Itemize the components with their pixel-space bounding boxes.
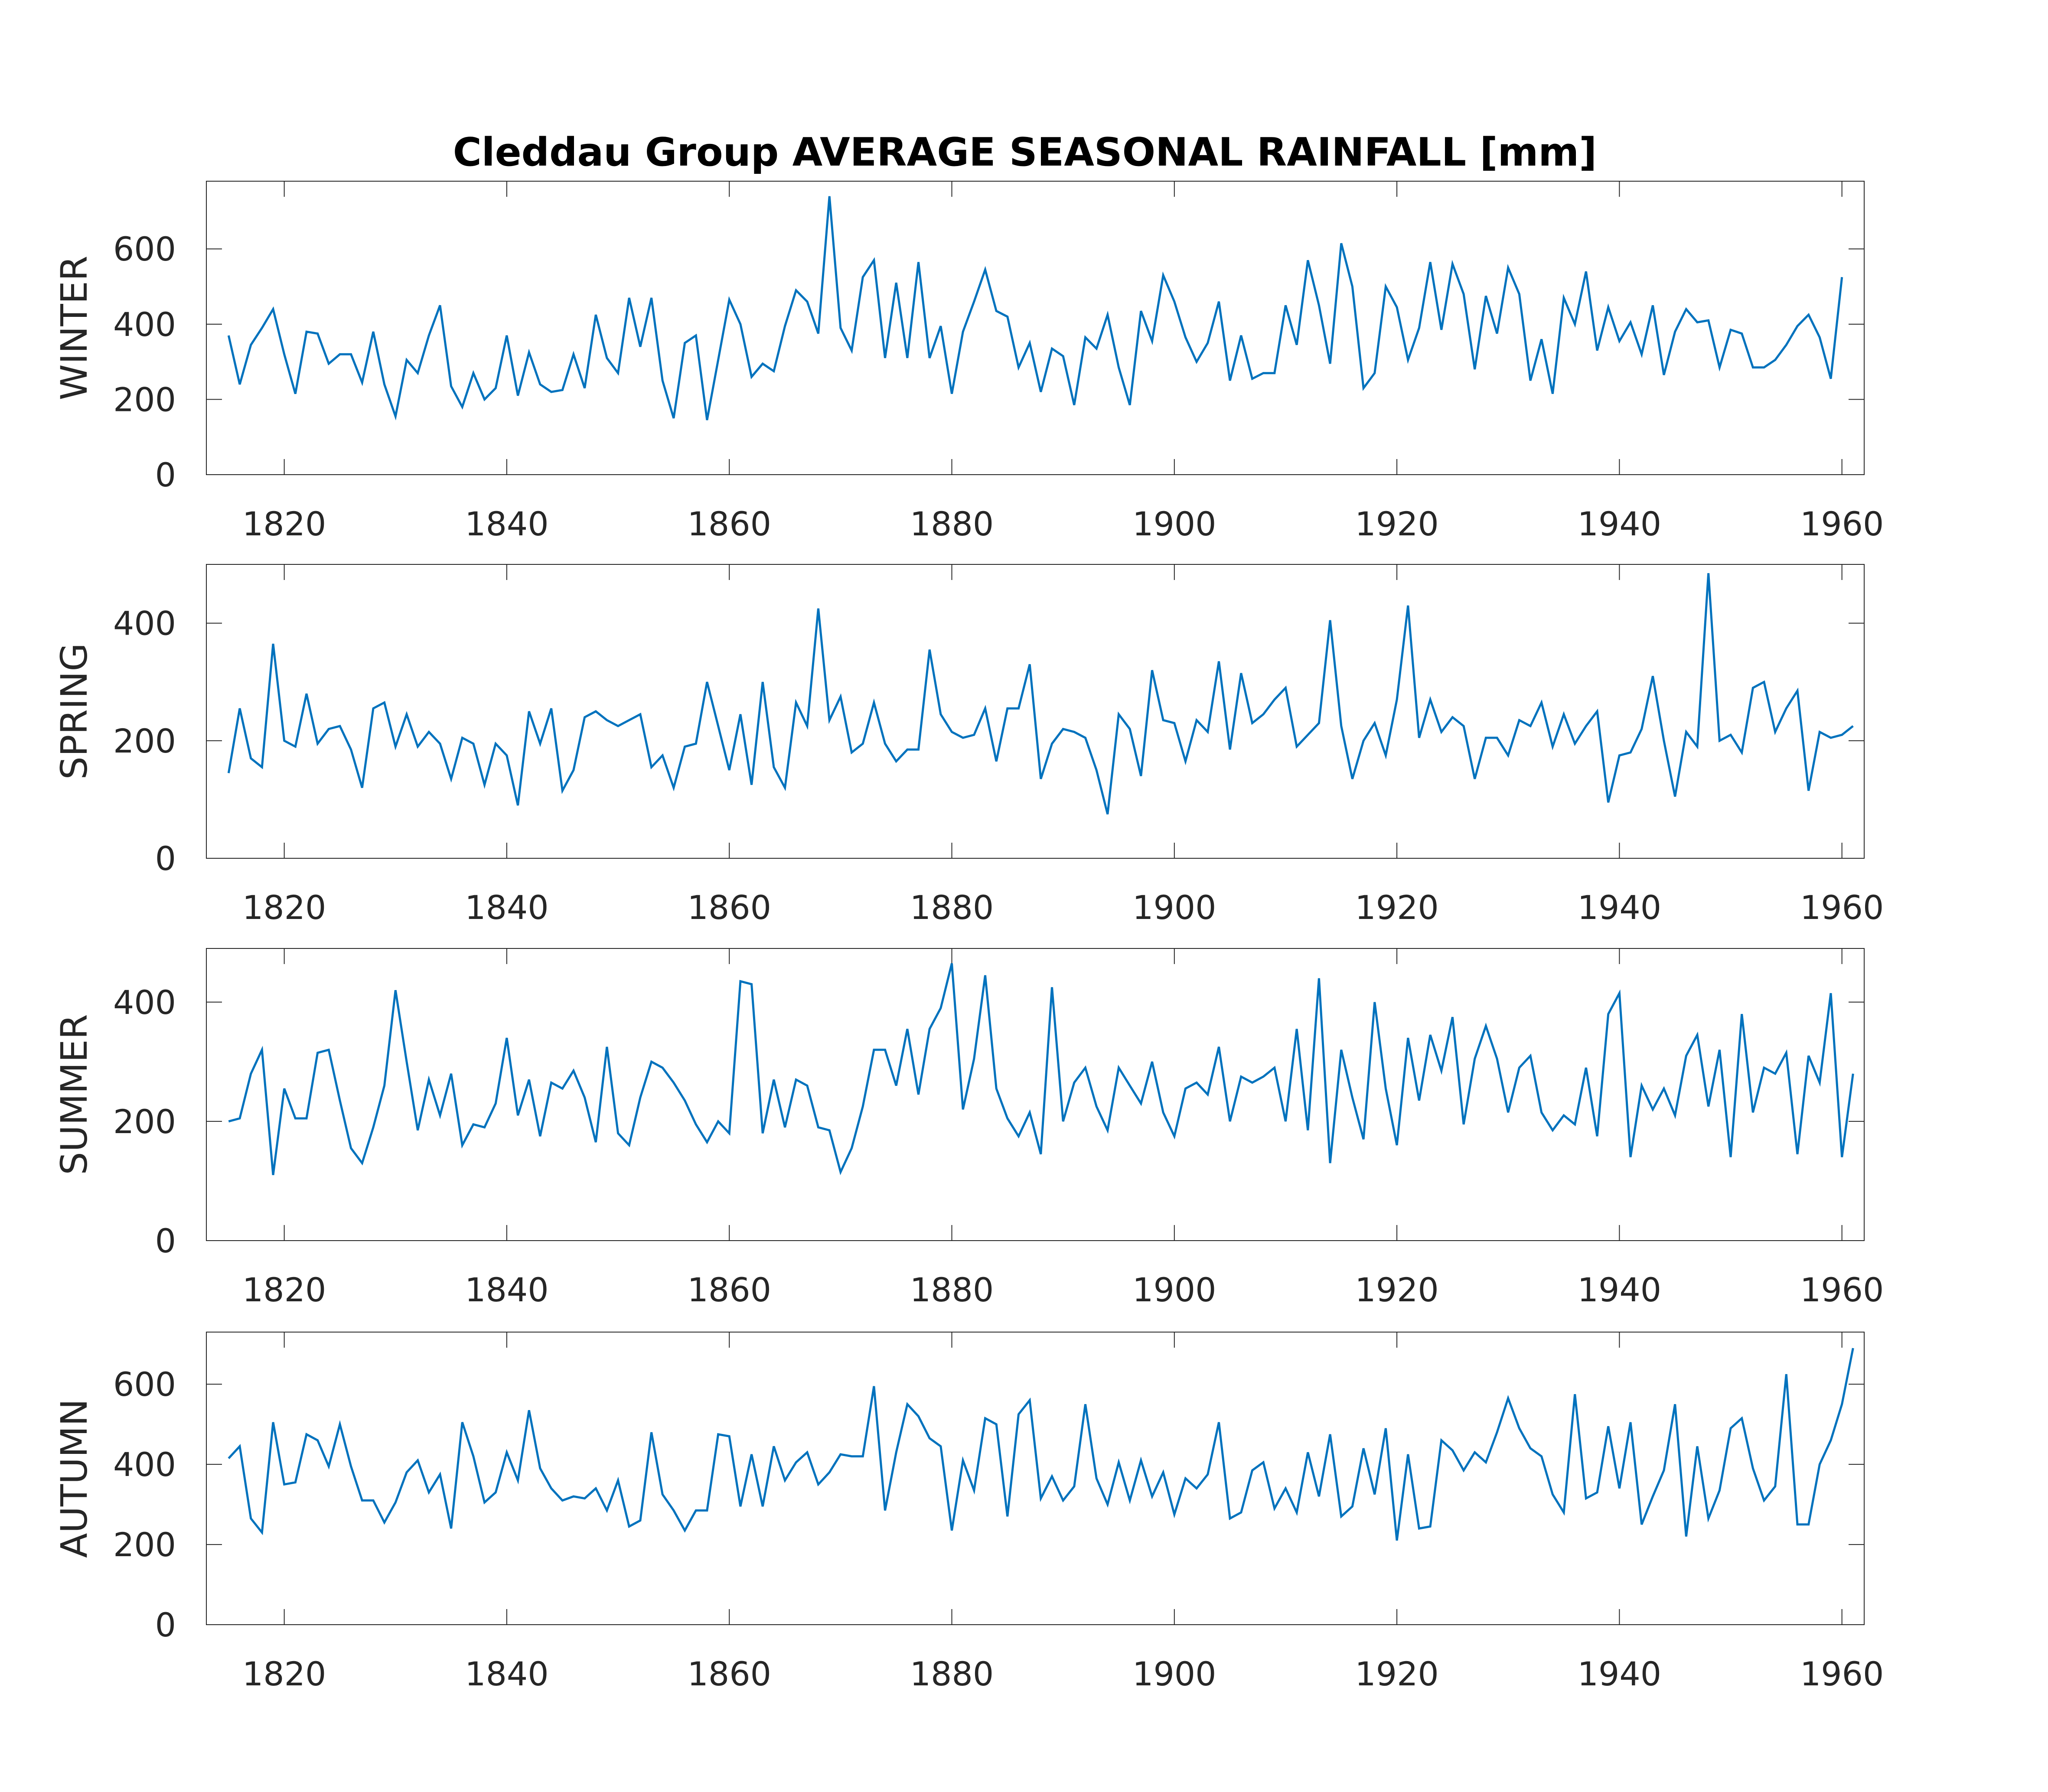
x-tick-label: 1940 <box>1578 1271 1661 1309</box>
x-tick-label: 1920 <box>1355 1271 1438 1309</box>
x-tick-label: 1920 <box>1355 888 1438 927</box>
y-tick-label: 400 <box>113 983 176 1022</box>
x-tick-label: 1840 <box>465 1655 548 1693</box>
x-tick-label: 1860 <box>688 505 771 543</box>
x-tick-label: 1900 <box>1132 505 1216 543</box>
x-tick-label: 1960 <box>1800 1271 1884 1309</box>
y-tick-label: 0 <box>155 839 176 878</box>
x-tick-label: 1860 <box>688 888 771 927</box>
subplot-spring: 1820 1840 1860 1880 1900 1920 1940 1960 0 200 400 S… <box>53 564 1884 927</box>
series-line-summer <box>228 963 1854 1176</box>
y-tick-label: 600 <box>113 230 176 268</box>
y-tick-label: 600 <box>113 1365 176 1404</box>
x-tick-label: 1940 <box>1578 888 1661 927</box>
y-axis-label-summer: SUMMER <box>53 1014 95 1175</box>
plot-area-summer <box>206 948 1865 1241</box>
series-line-spring <box>227 573 1854 815</box>
y-tick-label: 400 <box>113 305 176 344</box>
subplot-grid: 1820 1840 1860 1880 1900 1920 1940 1960 0 200 400 6… <box>53 181 1884 1693</box>
x-tick-label: 1920 <box>1355 505 1438 543</box>
series-line-autumn <box>228 1348 1854 1541</box>
x-tick-label: 1880 <box>910 1655 994 1693</box>
y-tick-label: 0 <box>155 1222 176 1260</box>
x-tick-label: 1940 <box>1578 505 1661 543</box>
x-tick-label: 1900 <box>1132 1655 1216 1693</box>
x-tick-label: 1880 <box>910 888 994 927</box>
x-tick-label: 1820 <box>242 1271 326 1309</box>
plot-area-autumn <box>206 1332 1865 1625</box>
y-axis-label-autumn: AUTUMN <box>53 1399 95 1558</box>
x-tick-label: 1960 <box>1800 1655 1884 1693</box>
y-axis-label-winter: WINTER <box>53 256 95 400</box>
x-tick-label: 1860 <box>688 1271 771 1309</box>
x-tick-label: 1820 <box>242 1655 326 1693</box>
x-tick-label: 1920 <box>1355 1655 1438 1693</box>
x-tick-label: 1840 <box>465 888 548 927</box>
y-axis-label-spring: SPRING <box>53 643 95 779</box>
x-tick-label: 1900 <box>1132 888 1216 927</box>
y-tick-label: 0 <box>155 1606 176 1644</box>
chart-title: Cleddau Group AVERAGE SEASONAL RAINFALL … <box>453 130 1597 175</box>
x-tick-label: 1900 <box>1132 1271 1216 1309</box>
x-tick-label: 1880 <box>910 505 994 543</box>
y-tick-label: 200 <box>113 1525 176 1564</box>
y-tick-label: 400 <box>113 604 176 643</box>
x-tick-label: 1820 <box>242 888 326 927</box>
y-tick-label: 200 <box>113 722 176 760</box>
x-tick-label: 1860 <box>688 1655 771 1693</box>
x-tick-label: 1880 <box>910 1271 994 1309</box>
subplot-winter: 1820 1840 1860 1880 1900 1920 1940 1960 0 200 400 6… <box>53 181 1884 543</box>
y-tick-label: 200 <box>113 1102 176 1141</box>
x-tick-label: 1840 <box>465 505 548 543</box>
y-tick-label: 400 <box>113 1445 176 1484</box>
x-tick-label: 1960 <box>1800 888 1884 927</box>
x-tick-label: 1960 <box>1800 505 1884 543</box>
x-tick-label: 1820 <box>242 505 326 543</box>
plot-area-winter <box>206 181 1865 475</box>
y-tick-label: 0 <box>155 456 176 494</box>
y-tick-label: 200 <box>113 380 176 419</box>
subplot-summer: 1820 1840 1860 1880 1900 1920 1940 1960 0 200 400 S… <box>53 948 1884 1309</box>
x-tick-label: 1940 <box>1578 1655 1661 1693</box>
x-tick-label: 1840 <box>465 1271 548 1309</box>
series-line-winter <box>227 196 1843 421</box>
subplot-autumn: 1820 1840 1860 1880 1900 1920 1940 1960 0 200 400 6… <box>53 1332 1884 1693</box>
